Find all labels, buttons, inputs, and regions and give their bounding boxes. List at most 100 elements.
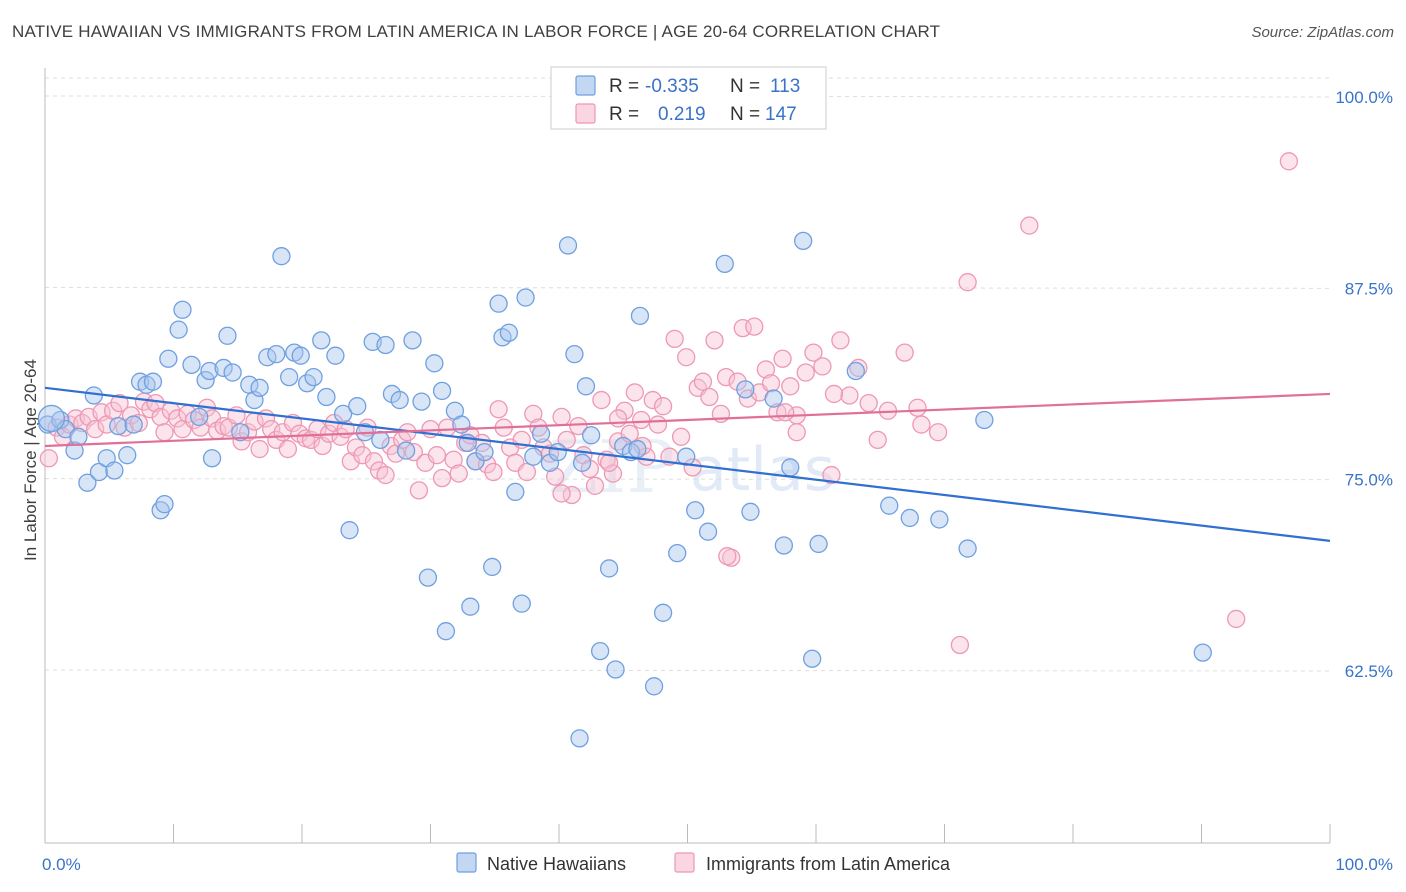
point-immigrants-latin-america (705, 331, 724, 350)
point-native-hawaiians (475, 442, 494, 462)
point-immigrants-latin-america (912, 415, 931, 434)
point-immigrants-latin-america (643, 390, 662, 410)
point-native-hawaiians (930, 510, 949, 529)
source-label: Source: ZipAtlas.com (1251, 24, 1394, 41)
x-tick-label-right: 100.0% (1335, 855, 1393, 874)
point-immigrants-latin-america (665, 329, 684, 348)
legend-swatch-immigrants-latin-america (575, 103, 596, 124)
legend-n-value: 147 (765, 104, 797, 125)
point-native-hawaiians (390, 390, 409, 410)
point-native-hawaiians (143, 372, 163, 391)
legend-swatch-native-hawaiians (575, 75, 596, 96)
gridline (44, 478, 1331, 481)
point-native-hawaiians (78, 473, 97, 492)
point-native-hawaiians (304, 367, 323, 387)
point-immigrants-latin-america (592, 390, 611, 410)
point-immigrants-latin-america (895, 343, 914, 362)
y-tick-labels: 100.0% 87.5% 75.0% 62.5% (1335, 88, 1393, 681)
point-immigrants-latin-america (718, 547, 737, 566)
point-immigrants-latin-america (569, 416, 588, 436)
point-native-hawaiians (900, 508, 919, 528)
point-native-hawaiians (182, 355, 201, 375)
axes (44, 68, 1331, 844)
point-immigrants-latin-america (364, 452, 384, 471)
point-native-hawaiians (272, 247, 291, 266)
point-native-hawaiians (644, 677, 664, 696)
legend-top: R = -0.335 N = 113 R = 0.219 N = 147 (550, 66, 827, 130)
point-immigrants-latin-america (648, 415, 668, 434)
point-immigrants-latin-america (796, 363, 815, 382)
point-immigrants-latin-america (693, 372, 713, 391)
point-immigrants-latin-america (625, 383, 644, 402)
point-native-hawaiians (169, 320, 188, 339)
point-immigrants-latin-america (449, 464, 468, 483)
watermark: ZIP atlas (548, 425, 835, 509)
point-immigrants-latin-america (155, 423, 174, 442)
point-native-hawaiians (317, 387, 336, 407)
point-immigrants-latin-america (110, 393, 129, 413)
point-native-hawaiians (200, 361, 219, 381)
point-immigrants-latin-america (250, 439, 269, 459)
point-immigrants-latin-america (813, 357, 832, 376)
point-native-hawaiians (326, 346, 345, 365)
legend-r-value: -0.335 (645, 76, 699, 97)
point-native-hawaiians (698, 522, 718, 541)
point-immigrants-latin-america (728, 372, 747, 391)
point-immigrants-latin-america (146, 393, 165, 413)
point-native-hawaiians (250, 378, 269, 397)
point-native-hawaiians (880, 496, 899, 515)
point-immigrants-latin-america (804, 343, 823, 362)
point-native-hawaiians (628, 439, 647, 459)
legend-top-box (550, 66, 827, 130)
point-native-hawaiians (231, 423, 250, 442)
legend-bottom-label-native-hawaiians: Native Hawaiians (487, 854, 626, 874)
point-immigrants-latin-america (489, 400, 508, 419)
point-immigrants-latin-america (517, 462, 537, 482)
point-immigrants-latin-america (278, 439, 298, 459)
point-immigrants-latin-america (928, 423, 948, 442)
chart-title: NATIVE HAWAIIAN VS IMMIGRANTS FROM LATIN… (12, 22, 941, 41)
point-native-hawaiians (218, 326, 237, 345)
point-immigrants-latin-america (908, 398, 927, 417)
y-tick-label: 62.5% (1345, 662, 1393, 681)
point-native-hawaiians (279, 367, 299, 387)
point-immigrants-latin-america (677, 348, 696, 367)
point-native-hawaiians (653, 603, 673, 622)
point-native-hawaiians (291, 346, 310, 365)
point-native-hawaiians (741, 502, 760, 521)
point-native-hawaiians (512, 594, 531, 613)
point-immigrants-latin-america (404, 442, 423, 462)
point-immigrants-latin-america (557, 430, 576, 450)
point-immigrants-latin-america (484, 462, 503, 482)
point-native-hawaiians (155, 495, 174, 514)
point-immigrants-latin-america (781, 377, 800, 396)
legend-bottom-swatch-native-hawaiians (456, 852, 477, 873)
point-immigrants-latin-america (353, 446, 372, 465)
trend-lines (44, 386, 1331, 542)
point-native-hawaiians (1193, 643, 1212, 662)
point-native-hawaiians (105, 461, 124, 480)
point-native-hawaiians (412, 392, 431, 411)
point-immigrants-latin-america (824, 384, 844, 404)
point-native-hawaiians (686, 501, 705, 520)
legend-bottom: Native Hawaiians Immigrants from Latin A… (456, 852, 951, 874)
point-native-hawaiians (425, 354, 444, 373)
watermark-atlas: atlas (690, 435, 835, 505)
point-immigrants-latin-america (653, 397, 673, 416)
point-native-hawaiians (599, 559, 619, 578)
legend-n-value: 113 (770, 76, 800, 97)
point-native-hawaiians (124, 415, 143, 434)
point-native-hawaiians (214, 358, 233, 378)
point-native-hawaiians (267, 345, 286, 364)
point-immigrants-latin-america (849, 358, 868, 378)
point-native-hawaiians (715, 254, 734, 273)
point-native-hawaiians (516, 288, 535, 307)
point-native-hawaiians (524, 447, 543, 466)
point-native-hawaiians (531, 424, 551, 443)
point-native-hawaiians (736, 380, 755, 399)
point-immigrants-latin-america (432, 468, 452, 488)
point-native-hawaiians (418, 568, 438, 587)
point-immigrants-latin-america (1020, 216, 1039, 235)
legend-r-label: R = (609, 76, 639, 97)
